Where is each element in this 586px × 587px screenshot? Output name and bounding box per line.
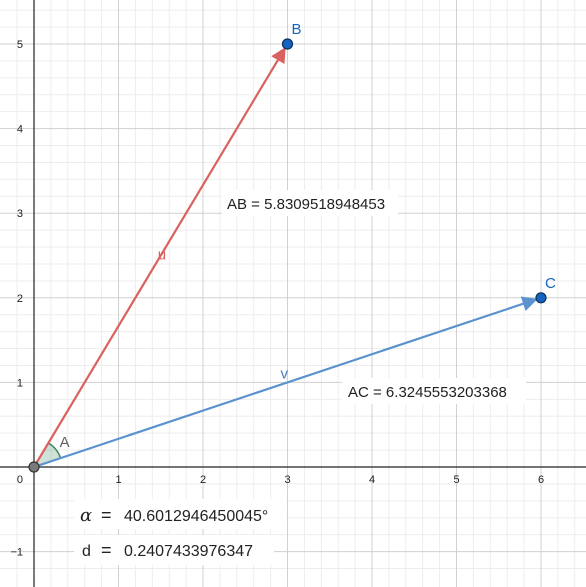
- x-tick-label: 1: [115, 474, 121, 486]
- y-tick-label: 1: [17, 377, 23, 389]
- y-tick-label: 3: [17, 208, 23, 220]
- x-tick-label: 4: [369, 474, 375, 486]
- ac-length-text: AC = 6.3245553203368: [348, 384, 507, 401]
- alpha-value: 40.6012946450045°: [124, 508, 268, 525]
- alpha-eq: =: [101, 505, 112, 525]
- point-b[interactable]: [281, 38, 294, 50]
- point-a[interactable]: [28, 461, 40, 473]
- point-c-label: C: [545, 275, 556, 292]
- vector-u-label: u: [158, 247, 166, 264]
- y-tick-labels: 5 4 3 2 1 −1: [10, 39, 23, 559]
- point-b-label: B: [292, 21, 302, 38]
- alpha-caption: α = 40.6012946450045°: [74, 499, 286, 529]
- d-value: 0.2407433976347: [124, 543, 253, 560]
- x-tick-labels: 1 2 3 4 5 6: [115, 474, 544, 486]
- x-tick-label: 3: [284, 474, 290, 486]
- ab-length-text: AB = 5.8309518948453: [227, 196, 385, 213]
- d-symbol: d: [82, 543, 91, 560]
- angle-label-a: A: [60, 434, 70, 451]
- x-tick-label: 6: [538, 474, 544, 486]
- origin-label: 0: [17, 474, 23, 486]
- vector-v-label: v: [281, 365, 289, 382]
- vector-v[interactable]: [33, 296, 538, 469]
- point-c[interactable]: [535, 292, 547, 304]
- alpha-symbol: α: [80, 505, 92, 526]
- x-tick-label: 2: [200, 474, 206, 486]
- x-tick-label: 5: [453, 474, 459, 486]
- y-tick-label: 4: [17, 124, 23, 136]
- vector-u[interactable]: [33, 46, 286, 468]
- y-tick-label: 2: [17, 293, 23, 305]
- ab-length-caption: AB = 5.8309518948453: [222, 190, 398, 216]
- d-caption: d = 0.2407433976347: [74, 535, 274, 565]
- d-eq: =: [101, 540, 112, 560]
- ac-length-caption: AC = 6.3245553203368: [342, 378, 526, 404]
- y-tick-label: −1: [10, 547, 23, 559]
- y-tick-label: 5: [17, 39, 23, 51]
